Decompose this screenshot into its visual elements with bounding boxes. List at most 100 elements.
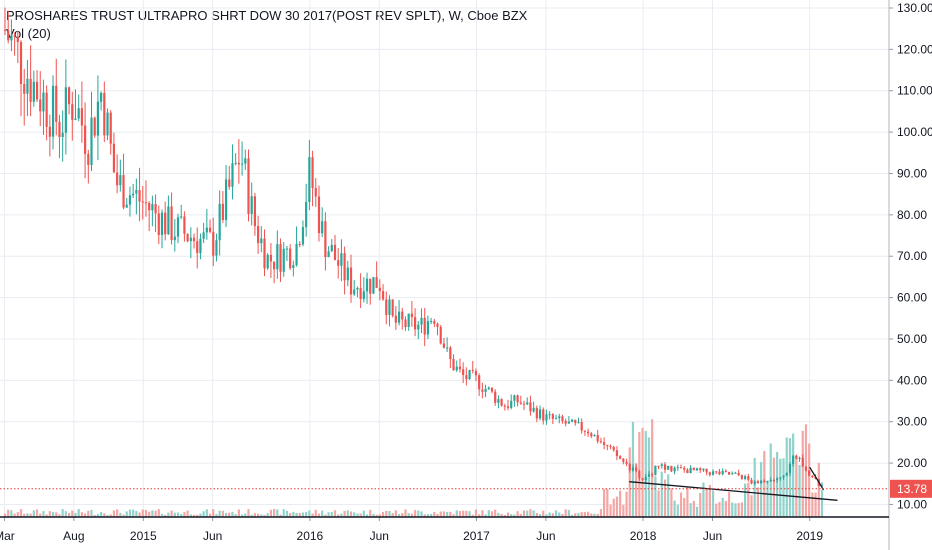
- candle-body: [180, 216, 183, 218]
- y-tick-label: 10.00: [897, 497, 927, 511]
- volume-bar: [132, 509, 135, 517]
- volume-bar: [603, 489, 606, 517]
- candle-body: [324, 221, 327, 258]
- candle-body: [808, 470, 811, 476]
- volume-bar: [519, 513, 522, 517]
- candle-body: [452, 358, 455, 371]
- candle-body: [606, 445, 609, 447]
- candle-body: [458, 366, 462, 370]
- candle-body: [785, 472, 788, 476]
- volume-bar: [23, 513, 26, 517]
- candle-body: [590, 433, 593, 437]
- candle-body: [346, 267, 349, 281]
- candle-body: [702, 468, 705, 471]
- candle-body: [631, 467, 635, 471]
- candle-body: [673, 467, 676, 472]
- candle-body: [471, 369, 474, 371]
- volume-bar: [208, 513, 212, 517]
- volume-bar: [423, 514, 426, 517]
- volume-bar: [564, 509, 567, 517]
- volume-bar: [160, 513, 164, 517]
- volume-bar: [715, 503, 718, 517]
- candle-body: [506, 406, 510, 408]
- candle-body: [45, 92, 48, 127]
- x-tick-label: Jun: [370, 529, 389, 543]
- volume-bar: [763, 451, 766, 517]
- volume-bar: [372, 513, 375, 517]
- x-tick-label: Jun: [203, 529, 222, 543]
- candle-body: [660, 464, 663, 466]
- candle-body: [718, 471, 721, 475]
- x-tick-label: Jun: [703, 529, 722, 543]
- volume-bar: [289, 513, 292, 517]
- candle-body: [164, 212, 167, 235]
- candle-body: [87, 153, 90, 166]
- candle-body: [494, 391, 497, 403]
- last-price-label: 13.78: [897, 482, 927, 496]
- candle-body: [221, 203, 224, 221]
- volume-bar: [273, 509, 276, 517]
- candle-body: [420, 317, 423, 325]
- volume-bar: [221, 510, 224, 517]
- volume-bar: [378, 514, 381, 517]
- volume-bar: [45, 514, 48, 517]
- volume-bar: [176, 512, 180, 517]
- candle-body: [48, 126, 51, 137]
- candle-body: [263, 238, 266, 269]
- volume-bar: [458, 511, 462, 517]
- volume-bar: [83, 513, 87, 517]
- volume-bar: [247, 509, 250, 517]
- candle-body: [430, 321, 433, 323]
- volume-bar: [365, 514, 369, 517]
- candle-body: [23, 84, 26, 94]
- volume-bar: [135, 510, 138, 517]
- candle-body: [298, 243, 301, 245]
- candle-body: [42, 92, 45, 112]
- volume-bar: [737, 503, 740, 517]
- candle-body: [237, 162, 240, 165]
- x-tick-label: 2018: [630, 529, 657, 543]
- volume-bar: [391, 513, 394, 517]
- volume-bar: [13, 513, 16, 517]
- trendlines[interactable]: [629, 466, 838, 501]
- volume-bar: [154, 510, 157, 517]
- volume-bar: [29, 513, 32, 517]
- candle-body: [747, 476, 750, 480]
- candle-body: [587, 431, 590, 434]
- candle-body: [176, 217, 180, 237]
- volume-bar: [260, 514, 263, 517]
- volume-bar: [93, 514, 96, 517]
- volume-bar: [337, 514, 340, 517]
- candle-body: [449, 347, 452, 359]
- volume-bar: [32, 510, 35, 517]
- trendline: [629, 481, 838, 501]
- candle-body: [244, 158, 247, 164]
- candle-body: [436, 323, 439, 327]
- candle-body: [442, 343, 446, 348]
- volume-bar: [356, 513, 359, 517]
- candle-body: [731, 473, 734, 475]
- volume-bar: [292, 511, 295, 517]
- volume-bar: [779, 458, 782, 517]
- candle-body: [273, 261, 276, 270]
- candle-body: [654, 465, 657, 475]
- volume-bar: [125, 511, 128, 517]
- volume-bar: [513, 514, 516, 517]
- volume-bar: [61, 509, 64, 517]
- y-tick-label: 120.00: [897, 42, 932, 56]
- volume-bar: [35, 509, 39, 517]
- y-tick-label: 40.00: [897, 373, 927, 387]
- candle-body: [535, 407, 538, 419]
- candle-body: [407, 313, 410, 328]
- volume-bar: [64, 511, 67, 517]
- volume-bar: [250, 514, 253, 517]
- y-tick-label: 50.00: [897, 332, 927, 346]
- candle-body: [811, 475, 814, 478]
- last-price-line: 13.78: [0, 479, 932, 498]
- volume-bar: [180, 514, 183, 517]
- volume-bar: [721, 497, 724, 517]
- candle-body: [183, 216, 186, 234]
- volume-bar: [218, 510, 221, 517]
- candle-body: [558, 416, 561, 419]
